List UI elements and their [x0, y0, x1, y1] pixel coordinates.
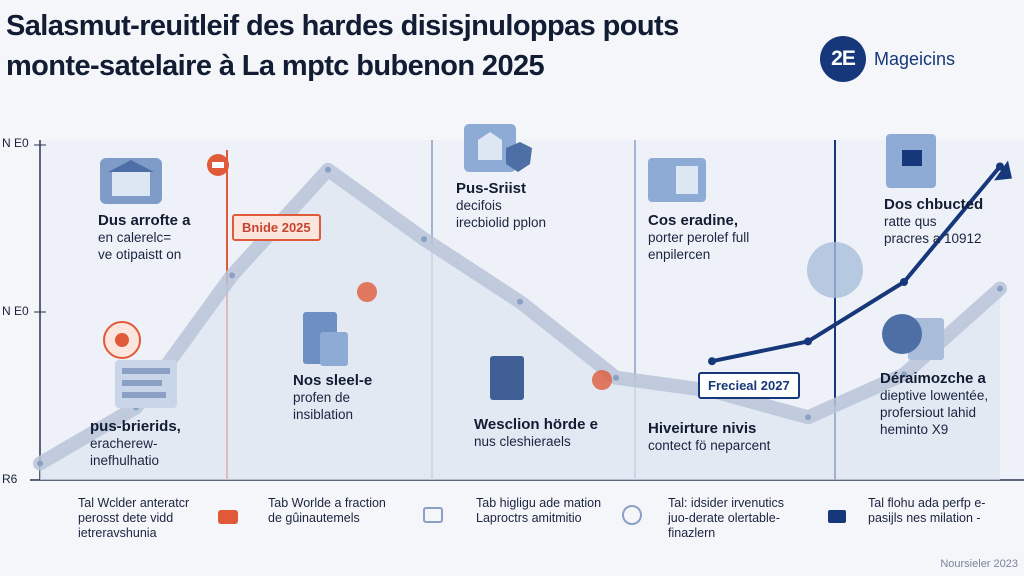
box-icon [490, 356, 524, 400]
page-title: Salasmut-reuitleif des hardes disisjnulo… [6, 6, 826, 86]
title-line-2: monte-satelaire à La mptc bubenon 2025 [6, 50, 545, 82]
footer-item-5: Tal flohu ada perfp e- pasijls nes milat… [868, 496, 985, 526]
annotation-3: Nos sleel-e profen de insiblation [293, 372, 372, 423]
annotation-line: contect fö neparcent [648, 438, 771, 453]
annotation-line: enpilercen [648, 247, 711, 262]
annotation-line: eracherew- [90, 436, 158, 451]
footer-line: Tab Worlde a fraction [268, 496, 386, 510]
footer-line: ietreravshunia [78, 526, 157, 540]
data-point [804, 337, 812, 346]
annotation-line: profen de [293, 390, 351, 405]
annotation-line: nus cleshieraels [474, 434, 571, 449]
annotation-head: Wesclion hörde e [474, 416, 598, 433]
annotation-line: heminto X9 [880, 422, 949, 437]
marker-tag-blue: Frecieal 2027 [698, 372, 800, 399]
data-point [708, 357, 716, 366]
annotation-4: Pus-Sriist decifois irecbiolid pplon [456, 180, 546, 231]
footer-line: Laproctrs amitmitio [476, 511, 582, 525]
footer-item-1: Tal Wclder anteratcr perosst dete vidd i… [78, 496, 189, 541]
bag-icon [218, 510, 238, 524]
footer-line: perosst dete vidd [78, 511, 174, 525]
globe-icon-large [807, 242, 863, 298]
annotation-9: Déraimozche a dieptive lowentée, profers… [880, 370, 988, 438]
annotation-line: dieptive lowentée, [880, 388, 989, 403]
annotation-head: Dos chbucted [884, 196, 984, 213]
gear-icon [103, 321, 141, 359]
annotation-line: en calerelc= [98, 230, 172, 245]
lock-icon [828, 510, 846, 523]
annotation-6: Cos eradine, porter perolef full enpiler… [648, 212, 749, 263]
annotation-2: pus-brierids, eracherew- inefhulhatio [90, 418, 181, 469]
footer-item-2: Tab Worlde a fraction de gûinautemels [268, 496, 386, 526]
brand-name: Mageicins [874, 48, 956, 69]
annotation-line: decifois [456, 198, 502, 213]
pie-icon [882, 314, 944, 360]
footer-line: juo-derate olertable- [668, 511, 780, 525]
calculator-icon [648, 158, 706, 202]
y-tick-label-mid: N E0 [2, 304, 29, 318]
footer-item-3: Tab higligu ade mation Laproctrs amitmit… [476, 496, 601, 526]
brand-badge: 2E [820, 36, 866, 82]
y-tick-label-top: N E0 [2, 136, 29, 150]
data-point [325, 166, 331, 173]
data-point [805, 414, 811, 421]
annotation-line: profersiout lahid [880, 405, 977, 420]
annotation-head: Pus-Sriist [456, 180, 527, 197]
data-point [229, 272, 235, 279]
bank-icon [100, 158, 162, 204]
footer-line: finazlern [668, 526, 716, 540]
annotation-line: ve otipaistt on [98, 247, 182, 262]
annotation-head: pus-brierids, [90, 418, 181, 435]
footer-line: Tal Wclder anteratcr [78, 496, 190, 510]
data-point [900, 278, 908, 286]
data-point [901, 371, 907, 378]
server-icon [303, 312, 348, 366]
title-line-1: Salasmut-reuitleif des hardes disisjnulo… [6, 10, 679, 42]
target-icon [207, 154, 229, 176]
globe-icon [622, 505, 642, 525]
footer-line: Tal flohu ada perfp e- [868, 496, 986, 510]
brand-logo: 2E Mageicins [820, 36, 955, 82]
grid-icon [423, 507, 443, 523]
y-tick-label-bottom: R6 [2, 472, 18, 486]
data-point [37, 460, 43, 467]
footer-item-4: Tal: idsider irvenutics juo-derate olert… [668, 496, 784, 541]
data-point [996, 162, 1004, 171]
annotation-line: irecbiolid pplon [456, 215, 547, 230]
series-layer [33, 160, 1012, 481]
sun-icon [357, 282, 612, 390]
chat-icon [886, 134, 936, 188]
document-icon [115, 360, 177, 408]
footer-line: Tal: idsider irvenutics [668, 496, 785, 510]
data-point [421, 236, 427, 243]
annotation-line: ratte qus [884, 214, 937, 229]
annotation-line: insiblation [293, 407, 354, 422]
annotation-7: Hiveirture nivis contect fö neparcent [648, 420, 770, 454]
annotation-head: Déraimozche a [880, 370, 986, 387]
annotation-5: Wesclion hörde e nus cleshieraels [474, 416, 598, 450]
annotation-head: Nos sleel-e [293, 372, 373, 389]
shield-icon [464, 124, 532, 172]
series-area [40, 169, 1000, 481]
footer-line: pasijls nes milation - [868, 511, 981, 525]
data-point [613, 374, 619, 381]
annotation-line: porter perolef full [648, 230, 750, 245]
arrow-head [994, 160, 1012, 181]
annotation-8: Dos chbucted ratte qus pracres a 10912 [884, 196, 983, 247]
annotation-head: Hiveirture nivis [648, 420, 757, 437]
annotation-line: inefhulhatio [90, 453, 160, 468]
annotation-head: Dus arrofte a [98, 212, 191, 229]
data-point [997, 285, 1003, 292]
marker-tag-red: Bnide 2025 [232, 214, 321, 241]
annotation-head: Cos eradine, [648, 212, 739, 229]
footer-line: de gûinautemels [268, 511, 360, 525]
annotation-1: Dus arrofte a en calerelc= ve otipaistt … [98, 212, 191, 263]
annotation-line: pracres a 10912 [884, 231, 982, 246]
corner-note: Noursieler 2023 [940, 558, 1018, 570]
data-point [517, 298, 523, 305]
series-line-forecast [710, 164, 1002, 364]
footer-line: Tab higligu ade mation [476, 496, 602, 510]
